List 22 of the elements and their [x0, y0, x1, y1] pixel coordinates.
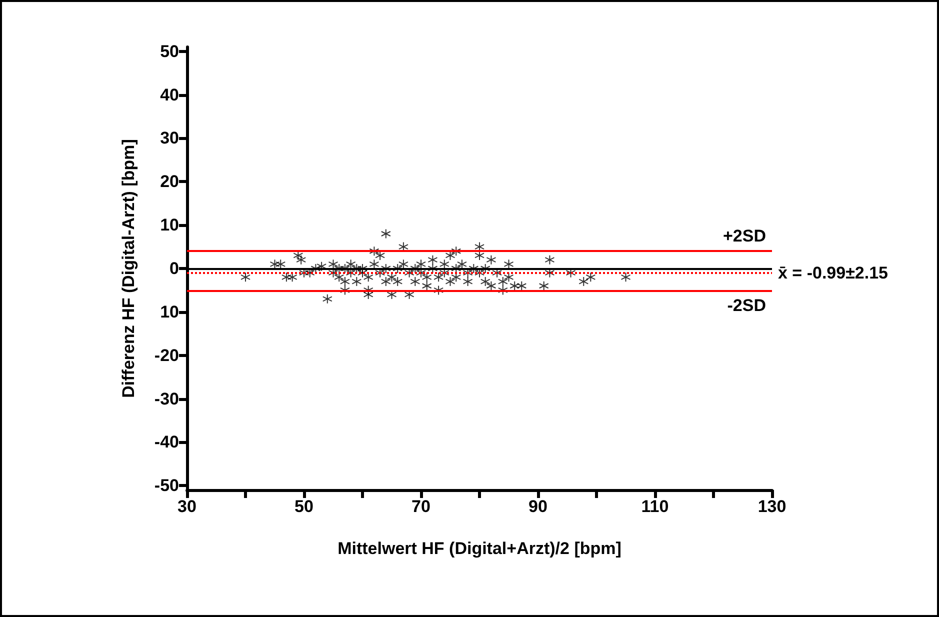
x-tick-label: 70 — [412, 497, 430, 516]
y-tick-label: 20 — [160, 172, 179, 192]
y-tick-label: 40 — [160, 85, 179, 104]
y-tick-label: 10 — [160, 216, 179, 235]
y-tick-label: -50 — [154, 476, 179, 496]
x-tick-label: 30 — [178, 497, 196, 516]
ref-line-label: -2SD — [727, 296, 766, 316]
x-tick-label: 90 — [528, 497, 548, 516]
x-tick-label: 50 — [294, 497, 314, 516]
y-tick-label: 50 — [160, 42, 179, 61]
x-tick-label: 110 — [641, 497, 669, 516]
y-tick-label: -40 — [154, 432, 179, 452]
ref-line-label: x̄ = -0.99±2.15 — [778, 263, 888, 282]
y-axis-title: Differenz HF (Digital-Arzt) [bpm] — [119, 139, 138, 398]
y-tick-label: 10 — [160, 302, 179, 322]
y-tick-label: 0 — [170, 259, 179, 278]
x-tick-label: 130 — [758, 497, 786, 516]
y-tick-label: -20 — [154, 346, 179, 365]
ref-line-label: +2SD — [723, 226, 766, 246]
y-tick-label: 30 — [160, 128, 179, 148]
y-tick-label: -30 — [154, 389, 179, 408]
x-axis-title: Mittelwert HF (Digital+Arzt)/2 [bpm] — [338, 539, 622, 558]
